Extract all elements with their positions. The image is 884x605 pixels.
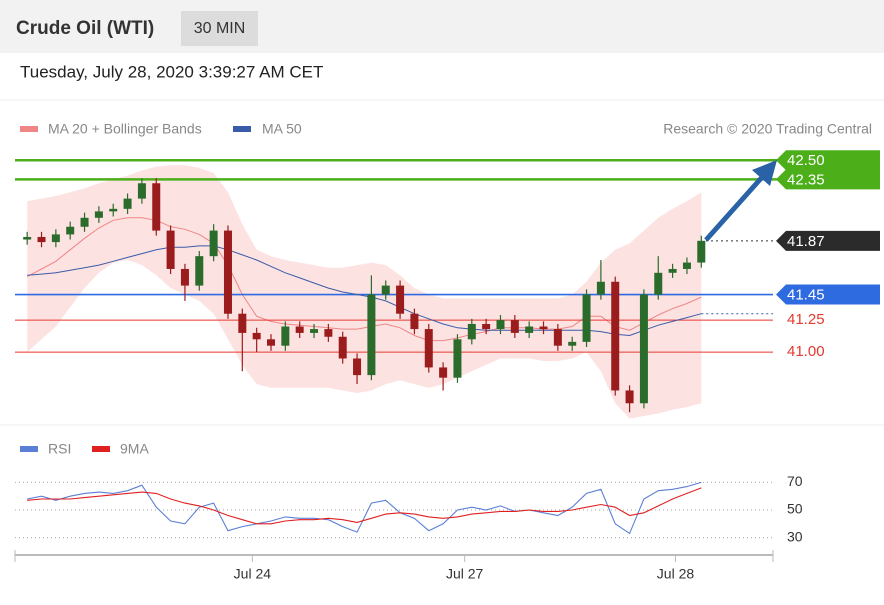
level-label: 41.87 — [787, 233, 825, 250]
y-tick-label: 70 — [787, 473, 803, 489]
candle-body — [123, 198, 132, 209]
candle-body — [51, 234, 60, 243]
candle-body — [180, 268, 189, 286]
x-tick-label: Jul 27 — [446, 566, 484, 582]
candle-body — [324, 329, 333, 337]
candle-body — [439, 367, 448, 378]
candle-body — [682, 262, 691, 269]
timeframe-chip — [181, 11, 258, 46]
candle-body — [467, 323, 476, 340]
candle-body — [424, 329, 433, 368]
timestamp: Tuesday, July 28, 2020 3:39:27 AM CET — [20, 62, 323, 81]
candle-body — [496, 320, 505, 330]
level-label: 41.45 — [787, 287, 825, 304]
candle-body — [625, 390, 634, 404]
candle-body — [568, 341, 577, 346]
candle-body — [582, 294, 591, 342]
level-tag — [776, 150, 880, 171]
level-label: 42.35 — [787, 171, 825, 188]
candle-body — [281, 326, 290, 346]
candle-body — [553, 329, 562, 346]
level-tag — [776, 169, 880, 190]
candle-body — [525, 326, 534, 333]
candle-body — [353, 358, 362, 376]
legend-swatch — [20, 446, 38, 452]
indicator-line — [27, 481, 702, 535]
candle-body — [453, 339, 462, 378]
candle-body — [396, 285, 405, 314]
y-tick-label: 50 — [787, 501, 803, 517]
legend-swatch — [92, 446, 110, 452]
level-label: 41.00 — [787, 343, 825, 360]
legend-label: MA 20 + Bollinger Bands — [48, 121, 202, 137]
candle-body — [654, 272, 663, 295]
bollinger-band — [27, 165, 702, 419]
candle-body — [66, 226, 75, 235]
candle-body — [596, 281, 605, 295]
candle-body — [482, 323, 491, 330]
indicator-line — [27, 487, 702, 525]
level-label: 42.50 — [787, 152, 825, 169]
y-tick-label: 30 — [787, 528, 803, 544]
candle-body — [611, 281, 620, 391]
candle-body — [166, 230, 175, 269]
candle-body — [367, 294, 376, 376]
candle-body — [109, 208, 118, 212]
candle-body — [94, 211, 103, 218]
legend-label: 9MA — [120, 441, 149, 457]
candle-body — [195, 256, 204, 286]
candle-body — [152, 183, 161, 231]
header-bar — [0, 0, 884, 53]
candle-body — [697, 240, 706, 263]
candle-body — [209, 230, 218, 257]
legend-swatch — [233, 126, 251, 132]
candle-body — [510, 320, 519, 333]
level-tag — [776, 284, 880, 305]
legend-label: MA 50 — [262, 121, 302, 137]
candle-body — [223, 230, 232, 314]
candle-body — [539, 326, 548, 330]
legend-label: RSI — [48, 441, 71, 457]
arrow-shaft — [704, 173, 766, 242]
instrument-title: Crude Oil (WTI) — [16, 18, 154, 39]
level-tag — [776, 230, 880, 251]
candle-body — [80, 217, 89, 227]
x-tick-label: Jul 28 — [657, 566, 695, 582]
candle-body — [338, 336, 347, 359]
source: Research © 2020 Trading Central — [663, 121, 872, 137]
candle-body — [381, 285, 390, 295]
x-tick-label: Jul 24 — [234, 566, 272, 582]
candle-body — [267, 339, 275, 346]
candle-body — [668, 268, 677, 273]
arrow-head — [752, 160, 777, 186]
timeframe: 30 MIN — [194, 20, 246, 37]
legend-swatch — [20, 126, 38, 132]
candle-body — [137, 183, 146, 199]
candle-body — [410, 313, 419, 330]
candle-body — [310, 329, 319, 333]
candle-body — [23, 236, 32, 240]
candle-body — [238, 313, 247, 333]
candle-body — [252, 332, 261, 340]
candle-body — [37, 236, 46, 243]
candle-body — [295, 326, 304, 333]
level-label: 41.25 — [787, 311, 825, 328]
candle-body — [639, 294, 648, 404]
target-arrow — [704, 160, 777, 242]
